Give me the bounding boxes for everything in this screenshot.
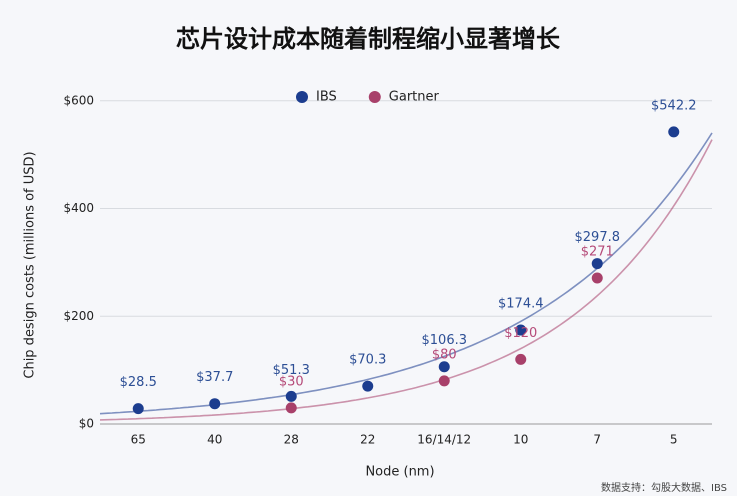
x-tick-label: 5 bbox=[670, 433, 678, 447]
chart-title: 芯片设计成本随着制程缩小显著增长 bbox=[176, 25, 561, 53]
data-point bbox=[285, 390, 297, 402]
data-point bbox=[438, 361, 450, 373]
x-tick-label: 65 bbox=[131, 433, 146, 447]
data-point bbox=[591, 258, 603, 270]
data-point bbox=[438, 375, 450, 387]
data-label: $542.2 bbox=[651, 98, 697, 113]
data-label: $106.3 bbox=[422, 333, 468, 348]
data-point bbox=[591, 272, 603, 284]
data-label: $120 bbox=[504, 326, 537, 341]
data-label: $297.8 bbox=[575, 230, 621, 245]
source-note: 数据支持：勾股大数据、IBS bbox=[601, 481, 727, 494]
data-label: $80 bbox=[432, 347, 457, 362]
x-axis-label: Node (nm) bbox=[365, 465, 434, 480]
data-label: $28.5 bbox=[120, 375, 157, 390]
trend-line bbox=[99, 139, 713, 421]
y-tick-label: $0 bbox=[79, 417, 94, 431]
data-point bbox=[209, 398, 221, 410]
legend-label: IBS bbox=[316, 90, 337, 105]
x-tick-label: 16/14/12 bbox=[417, 433, 471, 447]
x-tick-label: 7 bbox=[593, 433, 601, 447]
data-point bbox=[285, 402, 297, 414]
x-tick-label: 28 bbox=[284, 433, 299, 447]
y-axis-label: Chip design costs (millions of USD) bbox=[23, 151, 38, 378]
data-point bbox=[515, 324, 527, 336]
data-label: $51.3 bbox=[273, 363, 310, 378]
x-tick-label: 22 bbox=[360, 433, 375, 447]
data-label: $37.7 bbox=[196, 370, 233, 385]
data-label: $271 bbox=[581, 245, 614, 260]
data-label: $30 bbox=[279, 374, 304, 389]
legend-label: Gartner bbox=[389, 90, 440, 105]
y-tick-label: $600 bbox=[63, 93, 94, 107]
data-point bbox=[668, 126, 680, 138]
data-point bbox=[132, 403, 144, 415]
data-label: $70.3 bbox=[349, 353, 386, 368]
x-tick-label: 10 bbox=[513, 433, 528, 447]
legend-marker bbox=[368, 91, 381, 103]
data-point bbox=[515, 353, 527, 365]
trend-line bbox=[99, 132, 713, 415]
y-tick-label: $400 bbox=[63, 201, 94, 215]
legend-marker bbox=[296, 91, 308, 103]
y-tick-label: $200 bbox=[63, 309, 94, 323]
x-tick-label: 40 bbox=[207, 433, 222, 447]
data-point bbox=[362, 380, 374, 392]
data-label: $174.4 bbox=[498, 297, 544, 312]
